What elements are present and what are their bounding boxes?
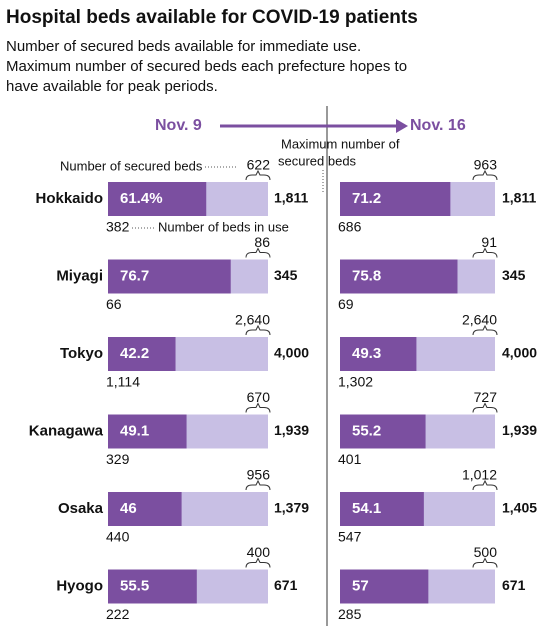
rate-label: 46 — [120, 500, 137, 517]
in-use-bar — [108, 492, 182, 526]
max-label: 1,405 — [502, 500, 537, 516]
rate-label: 55.2 — [352, 422, 381, 439]
in-use-bar — [340, 569, 429, 604]
in-use-label: 1,114 — [106, 374, 140, 390]
secured-label: 956 — [247, 467, 271, 483]
in-use-label: 686 — [338, 219, 362, 235]
in-use-label: 440 — [106, 529, 130, 545]
row-label: Hokkaido — [35, 190, 103, 207]
rate-label: 49.1 — [120, 422, 149, 439]
bracket — [245, 557, 271, 568]
max-label: 1,939 — [274, 422, 309, 438]
secured-label: 500 — [474, 544, 498, 560]
in-use-bar — [340, 492, 424, 526]
in-use-bar — [340, 182, 451, 216]
secured-label: 622 — [247, 157, 271, 173]
max-label: 345 — [274, 267, 298, 283]
in-use-bar — [108, 337, 176, 371]
rate-label: 55.5 — [120, 577, 149, 594]
period-label: Nov. 16 — [410, 117, 466, 134]
max-label: 1,811 — [502, 190, 536, 206]
in-use-bar — [340, 259, 458, 294]
row-label: Kanagawa — [29, 422, 104, 439]
rate-label: 61.4% — [120, 190, 163, 207]
period-label: Nov. 9 — [155, 117, 202, 134]
secured-label: 727 — [474, 389, 498, 405]
row-label: Miyagi — [56, 267, 103, 284]
bracket — [245, 324, 271, 336]
in-use-label: 1,302 — [338, 374, 373, 390]
arrow-head — [396, 119, 408, 133]
max-label: 1,811 — [274, 190, 308, 206]
rate-label: 76.7 — [120, 267, 149, 284]
rate-label: 42.2 — [120, 345, 149, 362]
max-label: 4,000 — [502, 345, 537, 361]
bracket — [472, 169, 498, 181]
annotation: Number of beds in use — [158, 219, 289, 234]
annotation: Maximum number of — [281, 136, 400, 151]
in-use-label: 285 — [338, 606, 362, 622]
bracket — [472, 324, 498, 336]
row-label: Osaka — [58, 500, 104, 517]
bracket — [245, 169, 271, 181]
subtitle: Number of secured beds available for imm… — [6, 38, 361, 55]
max-label: 4,000 — [274, 345, 309, 361]
max-label: 345 — [502, 267, 526, 283]
max-label: 671 — [502, 577, 526, 593]
secured-label: 670 — [247, 389, 271, 405]
in-use-label: 66 — [106, 296, 122, 312]
bracket — [245, 402, 271, 413]
secured-label: 2,640 — [235, 312, 270, 328]
rate-label: 54.1 — [352, 500, 381, 517]
title: Hospital beds available for COVID-19 pat… — [6, 7, 418, 28]
annotation: secured beds — [278, 153, 357, 168]
in-use-bar — [108, 569, 197, 604]
bracket — [472, 247, 498, 258]
secured-label: 963 — [474, 157, 498, 173]
secured-label: 91 — [481, 234, 497, 250]
bracket — [472, 557, 498, 568]
max-label: 1,379 — [274, 500, 309, 516]
in-use-bar — [340, 414, 426, 449]
secured-label: 86 — [254, 234, 270, 250]
annotation: Number of secured beds — [60, 158, 203, 173]
in-use-bar — [108, 182, 207, 216]
in-use-label: 401 — [338, 451, 362, 467]
max-label: 1,939 — [502, 422, 537, 438]
subtitle: Maximum number of secured beds each pref… — [6, 58, 407, 75]
in-use-label: 547 — [338, 529, 362, 545]
in-use-bar — [108, 259, 231, 294]
secured-label: 2,640 — [462, 312, 497, 328]
max-label: 671 — [274, 577, 298, 593]
bracket — [245, 247, 271, 258]
in-use-bar — [340, 337, 417, 371]
row-label: Hyogo — [56, 577, 103, 594]
in-use-label: 69 — [338, 296, 354, 312]
bracket — [472, 402, 498, 413]
rate-label: 49.3 — [352, 345, 381, 362]
secured-label: 1,012 — [462, 467, 497, 483]
bracket — [245, 479, 271, 491]
in-use-bar — [108, 414, 187, 449]
rate-label: 75.8 — [352, 267, 381, 284]
in-use-label: 329 — [106, 451, 130, 467]
bracket — [472, 479, 498, 491]
in-use-label: 222 — [106, 606, 130, 622]
rate-label: 71.2 — [352, 190, 381, 207]
in-use-label: 382 — [106, 219, 130, 235]
subtitle: have available for peak periods. — [6, 78, 218, 95]
row-label: Tokyo — [60, 345, 103, 362]
secured-label: 400 — [247, 544, 271, 560]
rate-label: 57 — [352, 577, 369, 594]
